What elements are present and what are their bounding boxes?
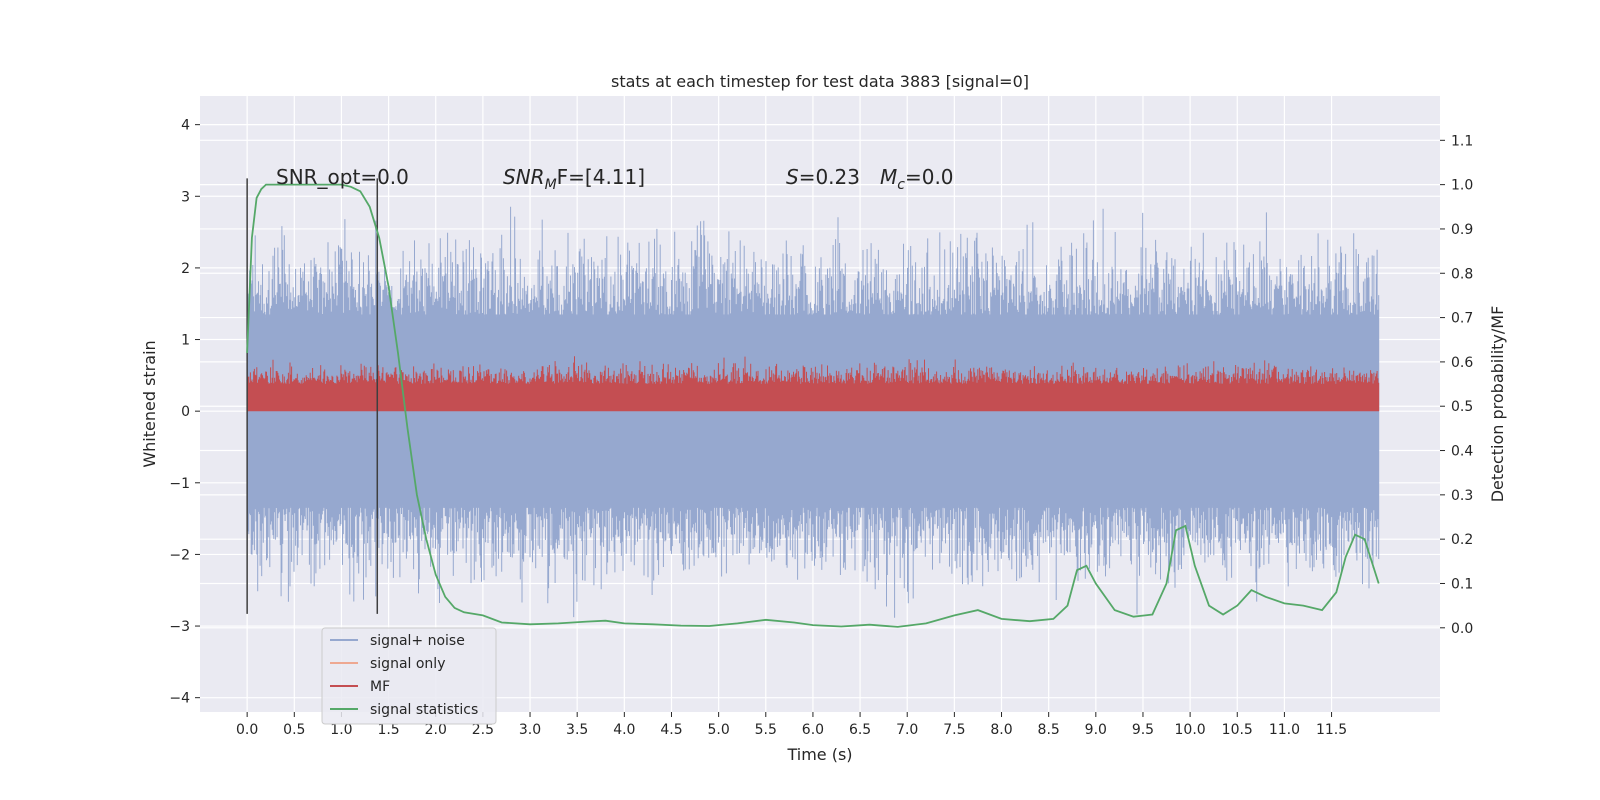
legend-label-signal-noise: signal+ noise	[370, 633, 465, 649]
annotation-snr-mf-main: SNR	[503, 165, 545, 189]
annotation-mc-sub: c	[897, 177, 905, 193]
x-tick-label: 8.0	[990, 722, 1012, 738]
y-tick-label-left: 4	[181, 118, 190, 134]
x-tick-label: 9.5	[1132, 722, 1154, 738]
annotation-s: S=0.23	[786, 165, 860, 189]
y-tick-label-left: −3	[169, 619, 190, 635]
y-tick-label-right: 0.1	[1451, 576, 1473, 592]
y-ticks-right: 1.1 1.0 0.9 0.8 0.7 0.6 0.5 0.4 0.3 0.2 0.1 0.0	[1440, 133, 1473, 637]
x-tick-label: 11.5	[1316, 722, 1347, 738]
y-tick-label-right: 0.4	[1451, 444, 1473, 460]
annotation-s-label: S	[786, 165, 799, 189]
y-tick-label-right: 1.0	[1451, 178, 1473, 194]
annotation-snr-mf-rest: F=[4.11]	[557, 165, 645, 189]
x-tick-label: 6.5	[849, 722, 871, 738]
chart-title: stats at each timestep for test data 388…	[611, 72, 1029, 91]
x-tick-label: 3.5	[566, 722, 588, 738]
legend-label-signal-only: signal only	[370, 656, 445, 672]
x-tick-label: 4.0	[613, 722, 635, 738]
x-tick-label: 5.5	[755, 722, 777, 738]
x-tick-label: 11.0	[1269, 722, 1300, 738]
y-ticks-left: 4 3 2 1 0 −1 −2 −3 −4	[169, 118, 200, 707]
y-tick-label-right: 1.1	[1451, 133, 1473, 149]
y-tick-label-left: 3	[181, 189, 190, 205]
annotation-mc-value: =0.0	[905, 165, 954, 189]
x-tick-label: 8.5	[1038, 722, 1060, 738]
x-tick-label: 7.0	[896, 722, 918, 738]
y-tick-label-right: 0.9	[1451, 222, 1473, 238]
x-tick-label: 4.5	[660, 722, 682, 738]
x-tick-label: 1.5	[377, 722, 399, 738]
annotation-mc-main: M	[880, 165, 897, 189]
x-tick-label: 10.0	[1175, 722, 1206, 738]
signal-statistics-line	[246, 183, 1380, 628]
x-axis-label: Time (s)	[786, 745, 852, 764]
y-tick-label-right: 0.8	[1451, 266, 1473, 282]
x-tick-label: 5.0	[707, 722, 729, 738]
legend: signal+ noise signal only MF signal stat…	[321, 627, 497, 725]
annotation-mc: Mc=0.0	[880, 165, 954, 193]
annotation-snr-opt: SNR_opt=0.0	[276, 165, 409, 189]
y-tick-label-left: −2	[169, 547, 190, 563]
x-tick-label: 2.5	[472, 722, 494, 738]
x-tick-label: 7.5	[943, 722, 965, 738]
y-axis-label-right: Detection probability/MF	[1488, 306, 1507, 503]
x-tick-label: 2.0	[425, 722, 447, 738]
x-tick-label: 1.0	[330, 722, 352, 738]
x-ticks: 0.0 0.5 1.0 1.5 2.0 2.5 3.0 3.5 4.0 4.5 5.0 5.5 6.0 6…	[236, 712, 1347, 738]
y-tick-label-left: 0	[181, 404, 190, 420]
x-tick-label: 0.0	[236, 722, 258, 738]
annotation-snr-mf-sub: M	[545, 177, 557, 193]
annotation-snr-mf: SNRMF=[4.11]	[503, 165, 645, 193]
x-tick-label: 0.5	[283, 722, 305, 738]
x-tick-label: 10.5	[1222, 722, 1253, 738]
legend-box	[321, 627, 497, 725]
legend-label-signal-statistics: signal statistics	[370, 702, 478, 718]
x-tick-label: 3.0	[519, 722, 541, 738]
y-tick-label-right: 0.5	[1451, 399, 1473, 415]
y-tick-label-left: 2	[181, 261, 190, 277]
legend-label-mf: MF	[370, 679, 390, 695]
y-tick-label-left: −1	[169, 476, 190, 492]
y-tick-label-left: 1	[181, 333, 190, 349]
vertical-markers	[246, 178, 379, 614]
annotation-s-value: =0.23	[799, 165, 860, 189]
y-tick-label-right: 0.2	[1451, 532, 1473, 548]
y-axis-label-left: Whitened strain	[140, 340, 159, 467]
y-tick-label-right: 0.7	[1451, 311, 1473, 327]
x-tick-label: 9.0	[1085, 722, 1107, 738]
y-tick-label-left: −4	[169, 691, 190, 707]
y-tick-label-right: 0.6	[1451, 355, 1473, 371]
x-tick-label: 6.0	[802, 722, 824, 738]
y-tick-label-right: 0.0	[1451, 621, 1473, 637]
y-tick-label-right: 0.3	[1451, 488, 1473, 504]
